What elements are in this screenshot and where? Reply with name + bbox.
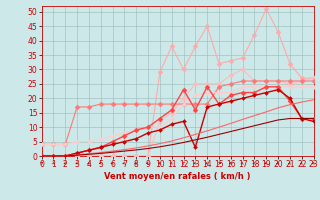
X-axis label: Vent moyen/en rafales ( km/h ): Vent moyen/en rafales ( km/h ) (104, 172, 251, 181)
